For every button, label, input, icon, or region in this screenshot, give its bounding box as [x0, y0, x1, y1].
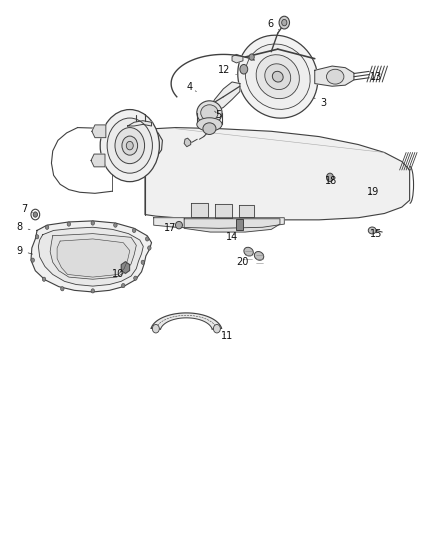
Ellipse shape	[265, 64, 291, 90]
Text: 10: 10	[112, 269, 124, 279]
Ellipse shape	[203, 123, 216, 134]
Polygon shape	[121, 262, 130, 273]
Text: 4: 4	[186, 82, 196, 92]
Polygon shape	[127, 120, 152, 126]
Text: 15: 15	[370, 229, 382, 239]
Bar	[236, 219, 244, 230]
Text: 11: 11	[221, 332, 233, 342]
Text: 17: 17	[164, 223, 177, 233]
Ellipse shape	[254, 252, 264, 260]
Circle shape	[31, 209, 40, 220]
Polygon shape	[239, 205, 254, 216]
Text: 19: 19	[367, 187, 380, 197]
Ellipse shape	[326, 69, 344, 84]
Circle shape	[132, 228, 136, 232]
Ellipse shape	[176, 221, 183, 229]
Text: 14: 14	[226, 232, 238, 242]
Circle shape	[126, 141, 133, 150]
Polygon shape	[145, 127, 410, 220]
Circle shape	[148, 246, 151, 250]
Polygon shape	[184, 219, 280, 232]
Circle shape	[240, 64, 248, 74]
Polygon shape	[39, 227, 143, 286]
Text: 18: 18	[325, 175, 337, 185]
Circle shape	[326, 173, 333, 182]
Polygon shape	[151, 313, 222, 329]
Polygon shape	[154, 217, 284, 228]
Circle shape	[91, 289, 95, 293]
Ellipse shape	[245, 44, 310, 109]
Circle shape	[46, 225, 49, 229]
Circle shape	[33, 212, 38, 217]
Polygon shape	[315, 66, 354, 86]
Polygon shape	[57, 239, 130, 277]
Text: 20: 20	[237, 257, 249, 267]
Ellipse shape	[201, 105, 218, 120]
Circle shape	[60, 287, 64, 291]
Ellipse shape	[244, 247, 253, 256]
Circle shape	[107, 118, 152, 173]
Polygon shape	[191, 204, 208, 216]
Circle shape	[42, 277, 46, 281]
Text: 8: 8	[17, 222, 30, 232]
Ellipse shape	[238, 35, 318, 118]
Text: 3: 3	[314, 98, 326, 108]
Polygon shape	[232, 54, 243, 63]
Text: 6: 6	[267, 19, 279, 30]
Circle shape	[114, 223, 117, 227]
Circle shape	[134, 276, 137, 280]
Text: 13: 13	[371, 71, 383, 82]
Polygon shape	[215, 205, 232, 217]
Text: 7: 7	[21, 204, 33, 214]
Ellipse shape	[272, 71, 283, 82]
Text: 12: 12	[218, 66, 237, 75]
Circle shape	[67, 222, 71, 226]
Polygon shape	[111, 126, 162, 164]
Polygon shape	[31, 221, 152, 292]
Circle shape	[282, 19, 287, 26]
Circle shape	[141, 260, 145, 264]
Ellipse shape	[368, 227, 376, 234]
Circle shape	[91, 221, 95, 225]
Circle shape	[100, 110, 159, 182]
Circle shape	[115, 127, 145, 164]
Circle shape	[35, 235, 39, 239]
Polygon shape	[91, 154, 105, 167]
Polygon shape	[50, 233, 136, 279]
Ellipse shape	[197, 118, 222, 131]
Text: 5: 5	[215, 110, 221, 120]
Polygon shape	[92, 125, 106, 138]
Ellipse shape	[197, 101, 222, 125]
Polygon shape	[184, 138, 191, 147]
Circle shape	[122, 136, 138, 155]
Circle shape	[213, 325, 220, 333]
Circle shape	[279, 16, 290, 29]
Circle shape	[249, 54, 254, 60]
Circle shape	[31, 258, 35, 262]
Circle shape	[121, 284, 125, 288]
Text: 9: 9	[17, 246, 33, 256]
Polygon shape	[210, 82, 240, 112]
Circle shape	[145, 237, 149, 241]
Ellipse shape	[256, 55, 299, 99]
Circle shape	[152, 325, 159, 333]
